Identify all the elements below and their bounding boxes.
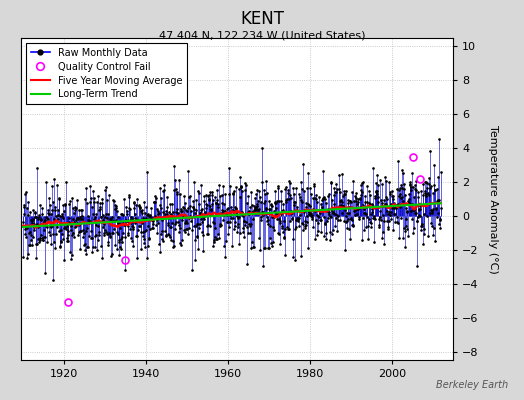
Text: Berkeley Earth: Berkeley Earth (436, 380, 508, 390)
Text: KENT: KENT (240, 10, 284, 28)
Legend: Raw Monthly Data, Quality Control Fail, Five Year Moving Average, Long-Term Tren: Raw Monthly Data, Quality Control Fail, … (26, 43, 187, 104)
Text: 47.404 N, 122.234 W (United States): 47.404 N, 122.234 W (United States) (159, 30, 365, 40)
Y-axis label: Temperature Anomaly (°C): Temperature Anomaly (°C) (488, 125, 498, 273)
